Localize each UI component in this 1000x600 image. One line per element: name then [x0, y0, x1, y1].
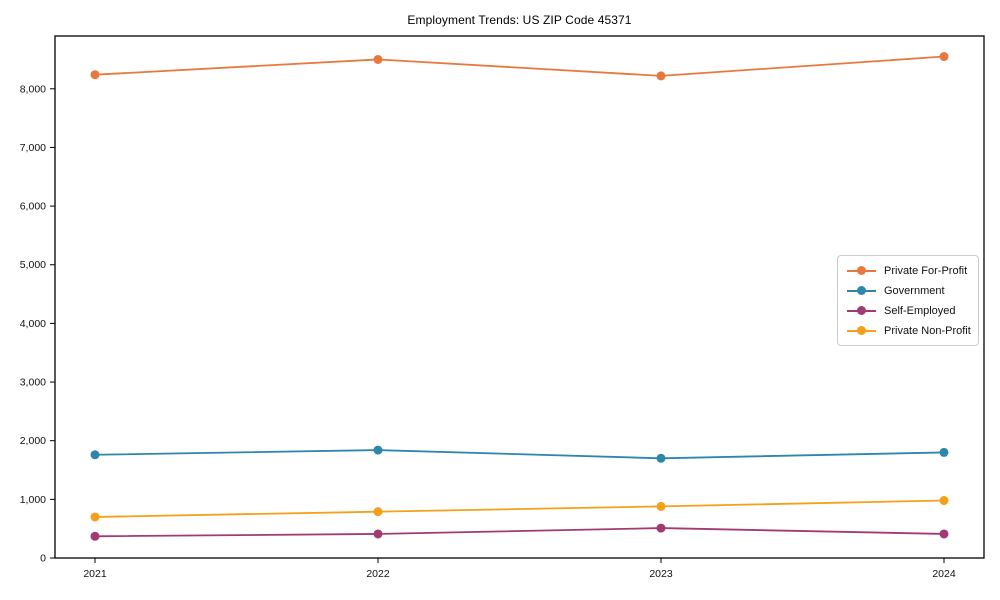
series-private-for-profit: [90, 52, 949, 81]
data-point: [90, 70, 100, 80]
x-tick-label: 2021: [83, 568, 107, 580]
legend-line-marker-icon: [847, 265, 876, 276]
data-point: [90, 450, 100, 460]
legend-item: Private For-Profit: [847, 263, 969, 278]
y-tick-label: 8,000: [20, 83, 46, 95]
legend-item: Self-Employed: [847, 303, 969, 318]
x-axis: 2021 2022 2023 2024: [83, 558, 956, 580]
x-tick-label: 2023: [649, 568, 673, 580]
series-line: [94, 55, 945, 77]
data-point: [939, 529, 949, 539]
data-point: [939, 496, 949, 506]
data-point: [373, 54, 383, 64]
y-tick-label: 4,000: [20, 318, 46, 330]
data-point: [656, 453, 666, 463]
legend-label: Private Non-Profit: [884, 324, 971, 337]
chart-title: Employment Trends: US ZIP Code 45371: [407, 13, 632, 27]
data-point: [939, 447, 949, 457]
data-point: [90, 531, 100, 541]
legend-line-marker-icon: [847, 285, 876, 296]
x-tick-label: 2024: [932, 568, 956, 580]
y-axis: 0 1,000 2,000 3,000 4,000 5,000 6,000 7,000 8,00…: [20, 83, 55, 565]
series-line: [94, 499, 945, 518]
data-point: [373, 529, 383, 539]
data-point: [656, 71, 666, 81]
data-point: [373, 445, 383, 455]
y-tick-label: 3,000: [20, 377, 46, 389]
series-line: [94, 527, 945, 538]
legend-item: Private Non-Profit: [847, 323, 971, 338]
series-government: [90, 445, 949, 463]
plot-border: [54, 35, 985, 559]
data-point: [656, 501, 666, 511]
y-tick-label: 6,000: [20, 201, 46, 213]
y-tick-label: 2,000: [20, 435, 46, 447]
legend-line-marker-icon: [847, 305, 876, 316]
y-tick-label: 5,000: [20, 259, 46, 271]
data-point: [373, 507, 383, 517]
y-tick-label: 1,000: [20, 494, 46, 506]
series-private-non-profit: [90, 496, 949, 522]
data-point: [656, 523, 666, 533]
y-tick-label: 7,000: [20, 142, 46, 154]
legend-line-marker-icon: [847, 325, 876, 336]
legend-label: Self-Employed: [884, 304, 956, 317]
x-tick-label: 2022: [366, 568, 390, 580]
data-point: [939, 52, 949, 62]
legend: Private For-Profit Government Self-Emplo…: [837, 255, 979, 346]
data-point: [90, 512, 100, 522]
series-self-employed: [90, 523, 949, 541]
legend-label: Private For-Profit: [884, 264, 968, 277]
legend-label: Government: [884, 284, 945, 297]
legend-item: Government: [847, 283, 969, 298]
series-line: [94, 449, 945, 460]
y-tick-label: 0: [40, 553, 46, 565]
